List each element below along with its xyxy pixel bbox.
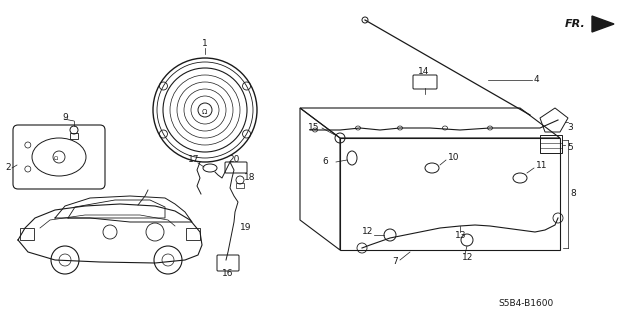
Text: 19: 19 [240, 224, 252, 233]
Text: 12: 12 [362, 227, 373, 236]
Text: 5: 5 [567, 144, 573, 152]
Text: 20: 20 [228, 154, 239, 164]
Text: FR.: FR. [565, 19, 586, 29]
Text: 10: 10 [448, 153, 460, 162]
Text: S5B4-B1600: S5B4-B1600 [498, 299, 553, 308]
Text: 14: 14 [418, 68, 429, 77]
Text: 12: 12 [462, 253, 474, 262]
Text: 13: 13 [455, 231, 467, 240]
Text: 8: 8 [570, 189, 576, 198]
Text: 1: 1 [202, 40, 208, 48]
Text: 7: 7 [392, 257, 397, 266]
Bar [70, 133, 78, 139]
Text: 18: 18 [244, 173, 255, 182]
Bar [20, 228, 34, 240]
Bar [186, 228, 200, 240]
Text: 3: 3 [567, 123, 573, 132]
Text: 16: 16 [222, 269, 234, 278]
Text: Ω: Ω [54, 155, 58, 160]
Text: Ω: Ω [202, 109, 207, 115]
Text: 15: 15 [308, 122, 319, 131]
Bar [236, 183, 244, 188]
Text: 17: 17 [188, 155, 200, 165]
Text: 9: 9 [62, 114, 68, 122]
Text: 2: 2 [5, 164, 11, 173]
Polygon shape [592, 16, 614, 32]
Text: 4: 4 [534, 76, 540, 85]
Text: 11: 11 [536, 161, 547, 170]
Bar [540, 135, 562, 153]
Text: 6: 6 [322, 158, 328, 167]
